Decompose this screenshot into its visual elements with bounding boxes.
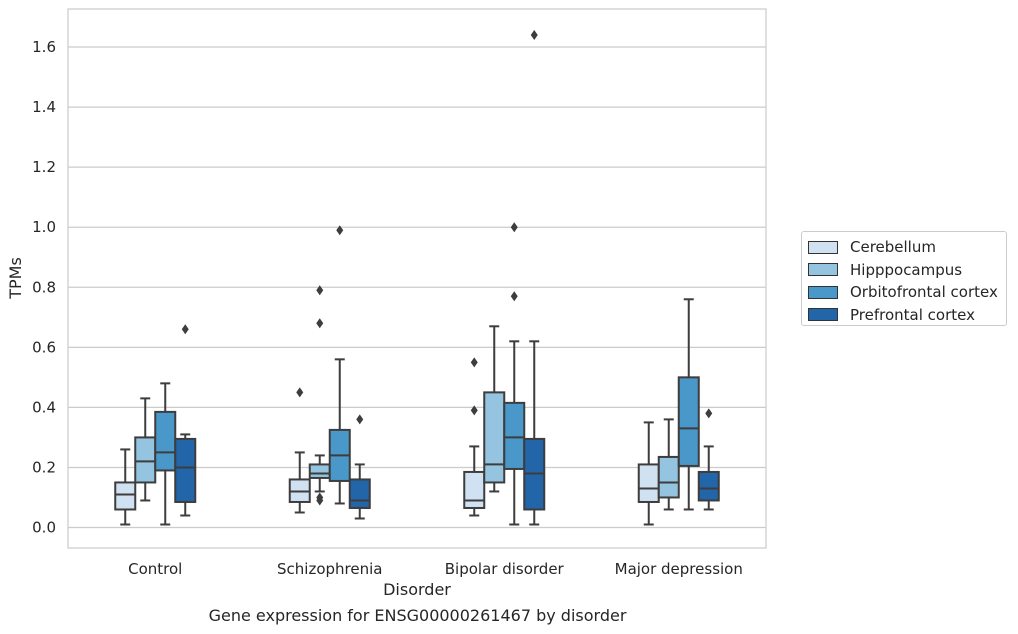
box	[699, 408, 719, 509]
box-iqr	[115, 482, 135, 509]
box-iqr	[504, 403, 524, 469]
outlier-point	[511, 222, 518, 232]
x-axis-title: Disorder	[383, 580, 451, 599]
legend-item: Hipppocampus	[808, 259, 1006, 282]
y-tick-label: 1.2	[32, 158, 56, 176]
outlier-point	[511, 291, 518, 301]
series-cerebellum	[115, 357, 659, 524]
box-iqr	[350, 479, 370, 508]
series-hipppocampus	[135, 285, 679, 509]
legend-swatch	[808, 308, 838, 321]
series-prefrontal-cortex	[175, 30, 719, 524]
box	[504, 222, 524, 524]
y-axis-title: TPMs	[6, 257, 25, 300]
x-tick-label: Schizophrenia	[277, 560, 382, 578]
box	[524, 30, 544, 524]
box	[659, 419, 679, 509]
box	[310, 285, 330, 505]
x-tick-label: Control	[128, 560, 182, 578]
box	[484, 326, 504, 491]
outlier-point	[531, 30, 538, 40]
box	[464, 357, 484, 515]
box	[290, 387, 310, 512]
box-iqr	[175, 439, 195, 502]
x-tick-label: Bipolar disorder	[445, 560, 565, 578]
outlier-point	[182, 324, 189, 334]
y-tick-label: 0.6	[32, 338, 56, 356]
box-iqr	[484, 392, 504, 482]
legend-swatch	[808, 286, 838, 299]
legend-label: Prefrontal cortex	[850, 306, 975, 324]
x-tick-label: Major depression	[615, 560, 743, 578]
box	[679, 299, 699, 509]
legend-swatch	[808, 263, 838, 276]
outlier-point	[705, 408, 712, 418]
box	[175, 324, 195, 515]
y-tick-label: 1.0	[32, 218, 56, 236]
legend-item: Cerebellum	[808, 236, 1006, 259]
x-axis-ticks: Control Schizophrenia Bipolar disorder Majo…	[128, 560, 743, 578]
y-tick-label: 0.4	[32, 398, 56, 416]
y-tick-label: 0.2	[32, 458, 56, 476]
box-iqr	[659, 457, 679, 498]
chart-caption: Gene expression for ENSG00000261467 by d…	[0, 606, 835, 625]
box-iqr	[699, 472, 719, 501]
outlier-point	[296, 387, 303, 397]
legend-swatch	[808, 241, 838, 254]
box	[639, 422, 659, 524]
y-tick-label: 1.4	[32, 98, 56, 116]
legend-label: Orbitofrontal cortex	[850, 283, 998, 301]
legend-label: Cerebellum	[850, 238, 936, 256]
box-iqr	[135, 437, 155, 482]
y-tick-label: 0.8	[32, 278, 56, 296]
box-iqr	[639, 464, 659, 502]
y-tick-label: 0.0	[32, 519, 56, 537]
outlier-point	[316, 318, 323, 328]
series-orbitofrontal-cortex	[155, 222, 699, 524]
legend-item: Orbitofrontal cortex	[808, 281, 1006, 304]
outlier-point	[471, 357, 478, 367]
box	[115, 449, 135, 524]
y-axis-ticks: 0.0 0.2 0.4 0.6 0.8 1.0 1.2 1.4 1.6	[32, 38, 56, 536]
box-iqr	[310, 464, 330, 478]
box	[350, 414, 370, 518]
legend-label: Hipppocampus	[850, 261, 962, 279]
box-iqr	[155, 412, 175, 471]
box	[155, 383, 175, 524]
outlier-point	[356, 414, 363, 424]
box-iqr	[679, 377, 699, 466]
box-iqr	[464, 472, 484, 508]
box	[135, 398, 155, 500]
legend: Cerebellum Hipppocampus Orbitofrontal cort…	[801, 231, 1007, 326]
box-series-layer	[115, 30, 719, 524]
y-tick-label: 1.6	[32, 38, 56, 56]
legend-item: Prefrontal cortex	[808, 304, 1006, 327]
box	[330, 225, 350, 503]
